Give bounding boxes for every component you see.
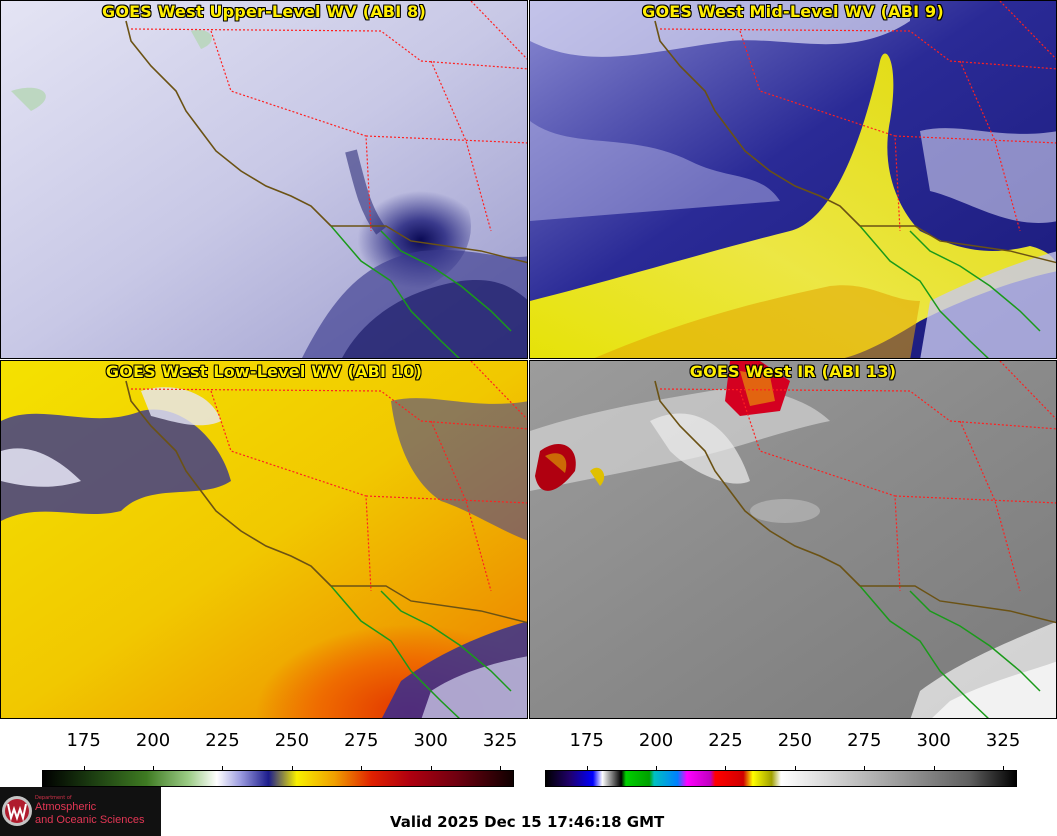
colorbar-tick-mark — [83, 766, 85, 770]
ir-image — [530, 361, 1056, 718]
colorbar-tick-mark — [222, 766, 224, 770]
wv-colorbar: 175 200 225 250 275 300 325 — [42, 730, 518, 790]
panel-mid-level-wv: GOES West Mid-Level WV (ABI 9) — [529, 0, 1057, 359]
mid-level-wv-image — [530, 1, 1056, 358]
colorbar-tick-label: 175 — [569, 730, 604, 751]
colorbar-tick-label: 200 — [638, 730, 674, 751]
colorbar-tick-mark — [864, 766, 866, 770]
colorbar-tick-label: 300 — [413, 730, 448, 751]
panel-low-level-wv: GOES West Low-Level WV (ABI 10) — [0, 360, 528, 719]
colorbar-tick-label: 300 — [916, 730, 951, 751]
panel-title-low: GOES West Low-Level WV (ABI 10) — [105, 362, 423, 381]
colorbar-tick-label: 250 — [777, 730, 813, 751]
colorbar-tick-mark — [586, 766, 588, 770]
aos-logo: Department of Atmospheric and Oceanic Sc… — [0, 787, 161, 836]
low-level-wv-image — [1, 361, 527, 718]
upper-level-wv-image — [1, 1, 527, 358]
colorbar-tick-mark — [1003, 766, 1005, 770]
colorbar-tick-label: 225 — [708, 730, 743, 751]
logo-line-1: Atmospheric — [35, 801, 97, 813]
colorbar-tick-mark — [361, 766, 363, 770]
panel-title-mid: GOES West Mid-Level WV (ABI 9) — [642, 2, 944, 21]
colorbar-tick-label: 275 — [344, 730, 379, 751]
wv-colorbar-gradient — [42, 770, 514, 787]
panel-upper-level-wv: GOES West Upper-Level WV (ABI 8) — [0, 0, 528, 359]
colorbar-tick-label: 325 — [985, 730, 1021, 751]
panel-title-upper: GOES West Upper-Level WV (ABI 8) — [102, 2, 426, 21]
ir-colorbar: 175 200 225 250 275 300 325 — [545, 730, 1021, 790]
colorbar-tick-mark — [656, 766, 658, 770]
logo-line-2: and Oceanic Sciences — [35, 814, 145, 826]
ir-colorbar-ticks: 175 200 225 250 275 300 325 — [545, 730, 1021, 756]
colorbar-tick-mark — [725, 766, 727, 770]
colorbar-tick-label: 250 — [274, 730, 310, 751]
logo-dept-text: Department of — [35, 795, 72, 801]
colorbar-tick-mark — [291, 766, 293, 770]
wv-colorbar-ticks: 175 200 225 250 275 300 325 — [42, 730, 518, 756]
panel-title-ir: GOES West IR (ABI 13) — [689, 362, 897, 381]
colorbar-tick-label: 200 — [135, 730, 171, 751]
colorbar-tick-label: 175 — [66, 730, 101, 751]
colorbar-tick-mark — [500, 766, 502, 770]
colorbar-tick-mark — [933, 766, 935, 770]
colorbar-tick-mark — [794, 766, 796, 770]
colorbar-tick-label: 275 — [847, 730, 882, 751]
panel-ir: GOES West IR (ABI 13) — [529, 360, 1057, 719]
uw-seal-icon — [2, 796, 32, 826]
ir-colorbar-gradient — [545, 770, 1017, 787]
colorbar-tick-mark — [430, 766, 432, 770]
colorbar-tick-label: 325 — [482, 730, 518, 751]
colorbar-tick-mark — [153, 766, 155, 770]
valid-time: Valid 2025 Dec 15 17:46:18 GMT — [390, 813, 665, 831]
colorbar-tick-label: 225 — [205, 730, 240, 751]
